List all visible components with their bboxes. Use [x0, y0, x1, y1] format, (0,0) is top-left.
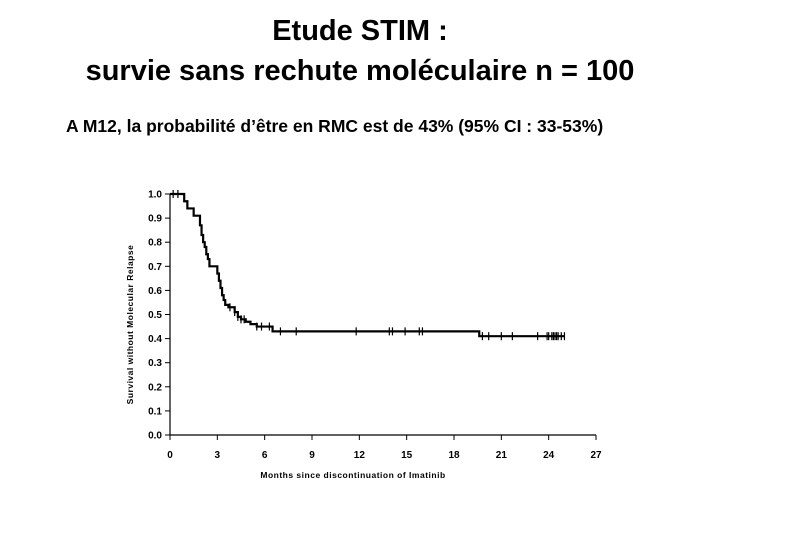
x-tick-label: 6: [262, 450, 268, 461]
x-axis-label: Months since discontinuation of Imatinib: [260, 470, 445, 480]
survival-curve-line: [170, 192, 565, 338]
y-tick-label: 0.5: [148, 310, 162, 321]
x-tick-label: 18: [448, 450, 460, 461]
x-axis-ticks: 0 3 6 9 12 15 18 21 24 27: [167, 435, 602, 461]
x-tick-label: 21: [496, 450, 508, 461]
y-tick-label: 0.0: [148, 431, 162, 442]
slide-title-line-1: Etude STIM :: [272, 15, 448, 47]
y-tick-label: 0.1: [148, 406, 162, 417]
x-tick-label: 9: [309, 450, 315, 461]
y-tick-label: 0.7: [148, 262, 162, 273]
x-tick-label: 24: [543, 450, 555, 461]
x-tick-label: 27: [590, 450, 602, 461]
slide-title-line-2: survie sans rechute moléculaire n = 100: [85, 55, 635, 87]
y-tick-label: 0.9: [148, 214, 162, 225]
slide-subtitle: A M12, la probabilité d’être en RMC est …: [66, 116, 604, 136]
censor-marks-group: [172, 190, 566, 341]
y-tick-label: 0.8: [148, 238, 162, 249]
y-axis-label: Survival without Molecular Relapse: [125, 245, 135, 405]
y-axis-ticks: 0.0 0.1 0.2 0.3 0.4 0.5 0.6 0.7 0.8 0.9 1.0: [148, 190, 170, 442]
survival-curve-group: [170, 192, 565, 338]
x-tick-label: 15: [401, 450, 413, 461]
y-tick-label: 0.3: [148, 358, 162, 369]
chart-axes: [169, 194, 596, 436]
x-tick-label: 12: [354, 450, 366, 461]
y-tick-label: 1.0: [148, 190, 162, 201]
y-tick-label: 0.2: [148, 382, 162, 393]
y-tick-label: 0.6: [148, 286, 162, 297]
y-tick-label: 0.4: [148, 334, 162, 345]
x-tick-label: 0: [167, 450, 173, 461]
x-tick-label: 3: [215, 450, 221, 461]
